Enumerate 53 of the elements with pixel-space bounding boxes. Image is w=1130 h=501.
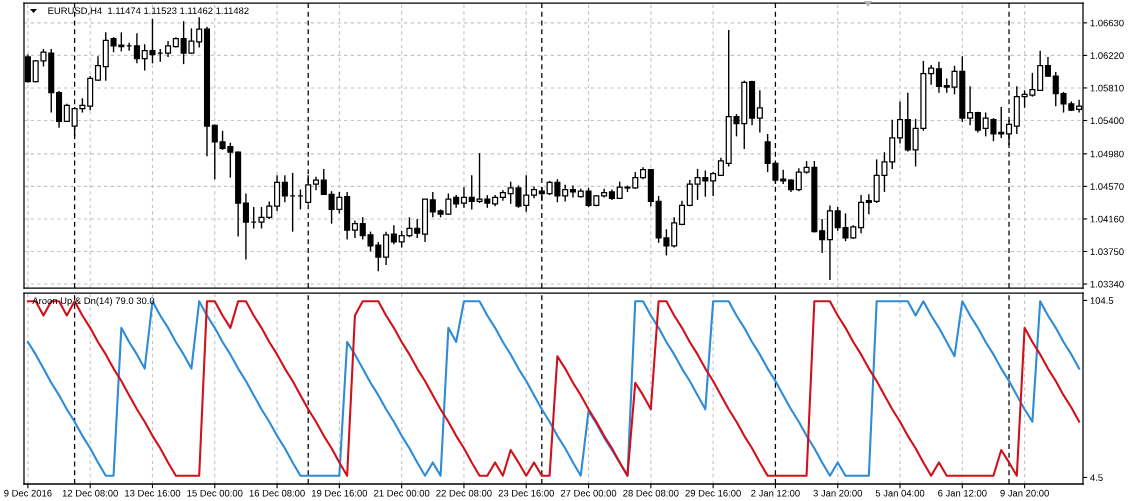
x-tick-label: 21 Dec 00:00 — [374, 489, 430, 497]
candlestick — [390, 224, 397, 246]
y-tick-label: 1.04570 — [1090, 183, 1124, 190]
y-tick-label: 1.06630 — [1090, 19, 1124, 27]
candlestick — [133, 32, 140, 65]
y-tick-label: 1.05400 — [1090, 117, 1124, 125]
candlestick — [896, 100, 904, 145]
candlestick — [281, 174, 288, 203]
candlestick — [274, 174, 281, 212]
candlestick — [242, 192, 249, 261]
y-tick-label: 1.03340 — [1090, 280, 1124, 288]
candlestick — [710, 171, 717, 197]
x-tick-label: 15 Dec 00:00 — [187, 489, 243, 497]
x-tick-label: 9 Dec 2016 — [4, 489, 52, 497]
candlestick — [671, 216, 678, 249]
y-tick-label: 1.04160 — [1090, 215, 1124, 223]
candlestick — [935, 61, 942, 94]
candlestick — [320, 168, 327, 196]
chart-title: Aroon Up & Dn(14) 79.0 30.0 — [32, 297, 155, 306]
x-tick-label: 12 Dec 08:00 — [62, 489, 118, 497]
candlestick — [928, 64, 935, 86]
x-tick-label: 9 Jan 20:00 — [1000, 489, 1049, 497]
candlestick — [967, 85, 974, 126]
x-tick-label: 6 Jan 12:00 — [938, 489, 987, 497]
x-tick-label: 22 Dec 08:00 — [436, 489, 492, 497]
x-tick-label: 19 Dec 16:00 — [312, 489, 368, 497]
y-tick-label: 1.04980 — [1090, 150, 1124, 158]
candlestick — [460, 186, 467, 209]
candlestick — [678, 199, 686, 226]
x-tick-label: 27 Dec 00:00 — [560, 489, 617, 497]
y-tick-label: 104.5 — [1090, 297, 1114, 304]
candlestick — [196, 16, 203, 49]
y-tick-label: 1.05810 — [1090, 84, 1124, 92]
y-tick-label: 4.5 — [1090, 474, 1103, 481]
x-tick-label: 3 Jan 20:00 — [813, 489, 863, 497]
x-tick-label: 28 Dec 08:00 — [623, 489, 679, 497]
candlestick — [865, 193, 872, 215]
x-tick-label: 5 Jan 04:00 — [875, 489, 925, 497]
x-tick-label: 29 Dec 16:00 — [685, 489, 741, 497]
x-tick-label: 2 Jan 12:00 — [751, 489, 800, 497]
candlestick — [795, 167, 802, 192]
candlestick — [383, 230, 390, 266]
candlestick — [94, 55, 102, 82]
candlestick — [1044, 56, 1051, 78]
candlestick — [429, 191, 436, 219]
x-tick-label: 13 Dec 16:00 — [125, 489, 181, 497]
x-tick-label: 16 Dec 08:00 — [249, 489, 305, 497]
y-tick-label: 1.06220 — [1090, 52, 1124, 59]
chart-title: EURUSD,H4 1.11474 1.11523 1.11462 1.11482 — [48, 7, 249, 16]
candlestick — [819, 218, 826, 254]
candlestick — [756, 89, 763, 134]
x-tick-label: 23 Dec 16:00 — [498, 489, 554, 497]
y-tick-label: 1.03750 — [1090, 248, 1124, 255]
